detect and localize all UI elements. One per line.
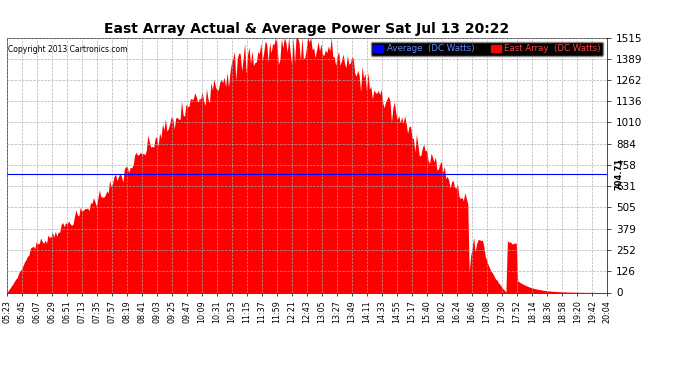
Legend: Average  (DC Watts), East Array  (DC Watts): Average (DC Watts), East Array (DC Watts… [371,42,603,56]
Text: 704.71: 704.71 [614,158,623,190]
Text: Copyright 2013 Cartronics.com: Copyright 2013 Cartronics.com [8,45,128,54]
Title: East Array Actual & Average Power Sat Jul 13 20:22: East Array Actual & Average Power Sat Ju… [104,22,510,36]
